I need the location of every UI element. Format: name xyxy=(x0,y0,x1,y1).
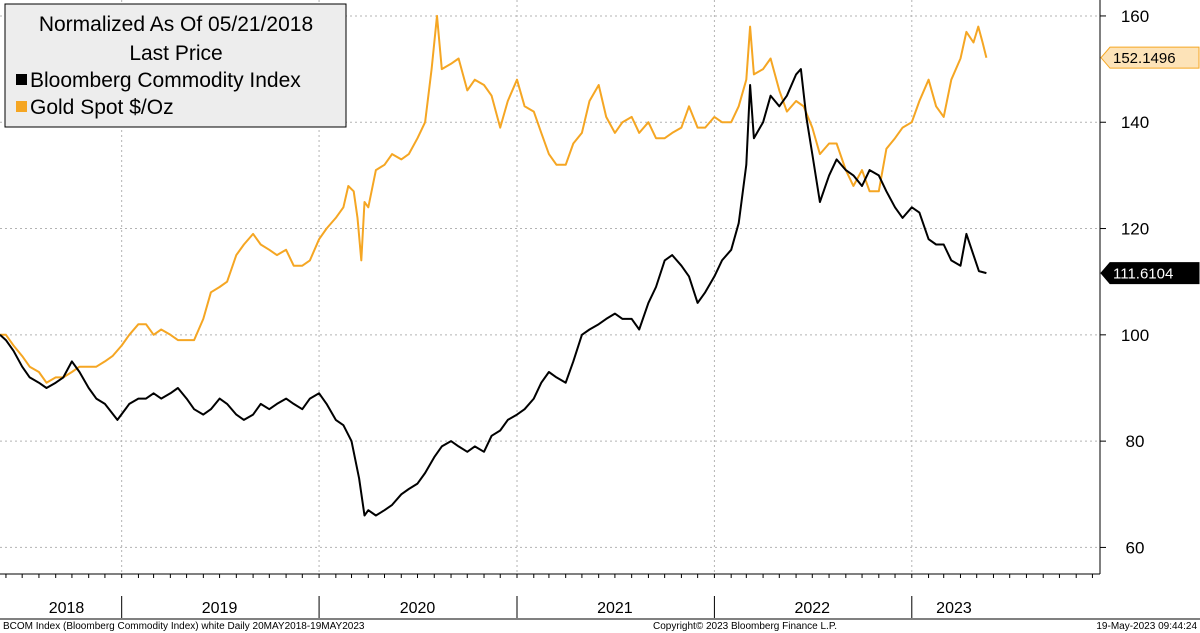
chart-title: Normalized As Of 05/21/2018 xyxy=(39,13,313,36)
footer-center: Copyright© 2023 Bloomberg Finance L.P. xyxy=(653,621,837,632)
last-value-tag-shape-gold xyxy=(1100,46,1200,69)
last-value-tag-bcom: 111.6104 xyxy=(1100,262,1200,285)
legend-label-gold: Gold Spot $/Oz xyxy=(30,96,174,119)
axis-layer: 60 80 100 120 140 160 2018 2019 2020 2021 2022 2023 xyxy=(0,0,1200,620)
y-tick-label-120: 120 xyxy=(1121,220,1149,239)
last-value-tag-gold: 152.1496 xyxy=(1100,46,1200,69)
last-value-tag-shape-bcom xyxy=(1100,262,1200,285)
x-tick-label-2019: 2019 xyxy=(202,600,238,617)
x-tick-label-2018: 2018 xyxy=(49,600,85,617)
series-line-gold xyxy=(0,14,988,384)
x-tick-label-2023: 2023 xyxy=(936,600,972,617)
grid-layer xyxy=(0,0,1100,574)
legend-box xyxy=(4,3,347,128)
series-layer xyxy=(0,14,988,517)
x-tick-label-2022: 2022 xyxy=(794,600,830,617)
legend-label-bcom: Bloomberg Commodity Index xyxy=(30,69,301,92)
legend-swatch-gold xyxy=(16,101,27,112)
footer-right: 19-May-2023 09:44:24 xyxy=(1096,621,1197,632)
series-line-bcom xyxy=(0,68,987,517)
y-tick-label-160: 160 xyxy=(1121,7,1149,26)
x-tick-label-2021: 2021 xyxy=(597,600,633,617)
legend: Normalized As Of 05/21/2018 Last Price B… xyxy=(4,3,347,128)
chart-subtitle: Last Price xyxy=(129,42,222,65)
x-tick-label-2020: 2020 xyxy=(400,600,436,617)
footer-left: BCOM Index (Bloomberg Commodity Index) w… xyxy=(3,621,365,632)
legend-swatch-bcom xyxy=(16,74,27,85)
y-tick-label-60: 60 xyxy=(1126,538,1145,557)
last-value-tag-text-gold: 152.1496 xyxy=(1113,50,1176,67)
y-tick-label-80: 80 xyxy=(1126,432,1145,451)
tag-layer: 111.6104 152.1496 xyxy=(1100,46,1200,285)
y-tick-label-100: 100 xyxy=(1121,326,1149,345)
footer: BCOM Index (Bloomberg Commodity Index) w… xyxy=(3,621,1197,632)
last-value-tag-text-bcom: 111.6104 xyxy=(1113,266,1173,283)
y-tick-label-140: 140 xyxy=(1121,113,1149,132)
